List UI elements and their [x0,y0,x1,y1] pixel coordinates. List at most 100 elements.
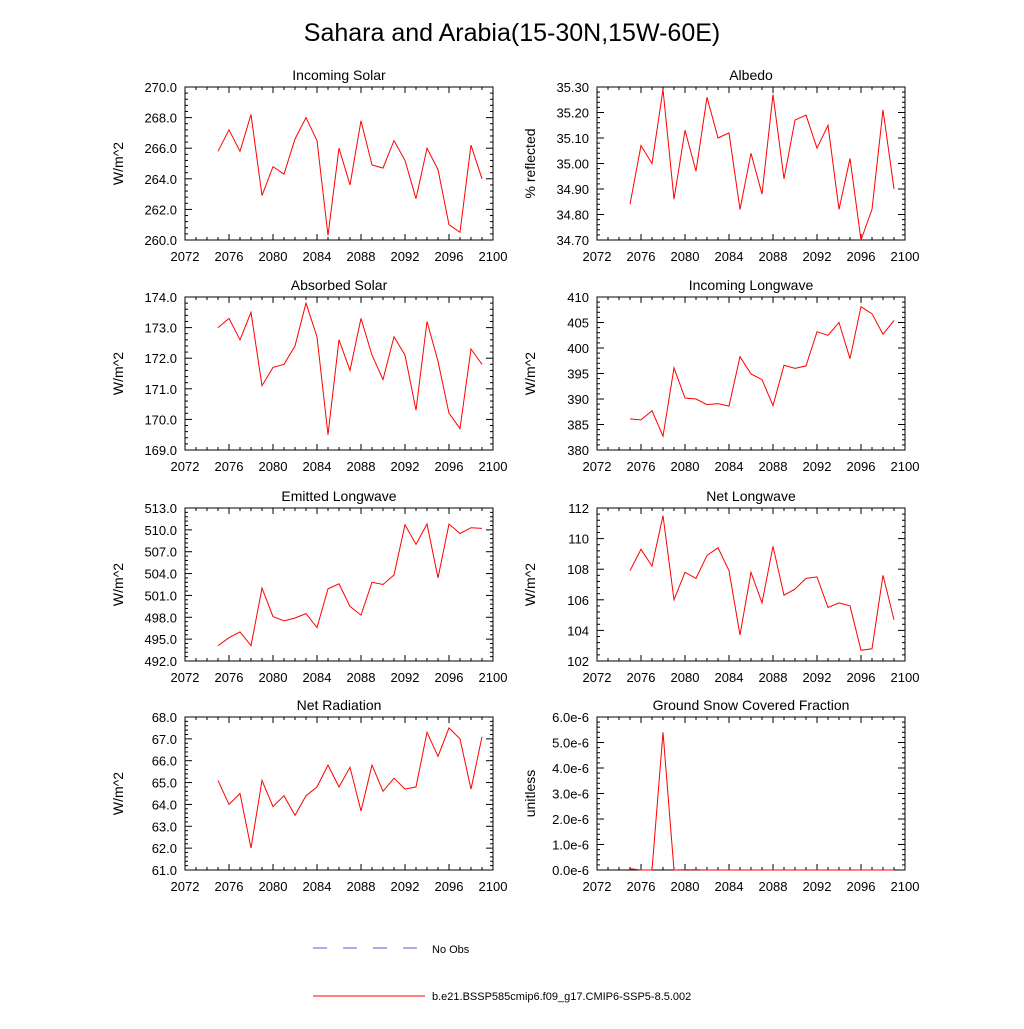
y-tick-label: 108 [567,562,589,577]
y-axis-label: % reflected [522,128,538,198]
y-tick-label: 504.0 [144,567,177,582]
y-tick-label: 102 [567,654,589,669]
panel-title: Ground Snow Covered Fraction [653,697,850,713]
y-tick-label: 170.0 [144,412,177,427]
y-tick-label: 106 [567,593,589,608]
x-tick-label: 2076 [215,670,244,685]
y-tick-label: 34.90 [556,182,589,197]
y-tick-label: 405 [567,316,589,331]
x-tick-label: 2080 [671,459,700,474]
y-tick-label: 390 [567,392,589,407]
x-tick-label: 2084 [715,670,744,685]
x-tick-label: 2096 [435,249,464,264]
x-tick-label: 2072 [583,879,612,894]
x-tick-label: 2100 [891,670,920,685]
panel-title: Incoming Solar [292,67,386,83]
y-tick-label: 264.0 [144,172,177,187]
x-tick-label: 2072 [171,249,200,264]
y-tick-label: 270.0 [144,80,177,95]
x-tick-label: 2092 [803,249,832,264]
panel-title: Net Radiation [297,697,382,713]
y-tick-label: 171.0 [144,382,177,397]
y-tick-label: 65.0 [152,776,177,791]
panel-grid: Incoming Solar W/m^2 2072 2076 2080 2084 2088 2… [110,67,919,894]
panel-title: Albedo [729,67,773,83]
figure-title: Sahara and Arabia(15-30N,15W-60E) [304,19,720,47]
panel-ground-snow-covered-fraction: Ground Snow Covered Fraction unitless 2072… [522,697,919,894]
y-tick-label: 6.0e-6 [552,710,589,725]
x-tick-label: 2072 [583,249,612,264]
y-tick-label: 5.0e-6 [552,736,589,751]
x-tick-label: 2096 [847,459,876,474]
y-tick-label: 61.0 [152,863,177,878]
x-tick-label: 2100 [891,459,920,474]
panel-absorbed-solar: Absorbed Solar W/m^2 2072 2076 2080 2084 2088 2… [110,277,507,474]
x-tick-label: 2076 [627,670,656,685]
x-tick-label: 2076 [215,249,244,264]
panel-albedo: Albedo % reflected 2072 2076 2080 2084 2088 209… [522,67,919,264]
y-axis-label: W/m^2 [110,142,126,185]
legend-label-model: b.e21.BSSP585cmip6.f09_g17.CMIP6-SSP5-8.… [432,991,691,1003]
panel-title: Absorbed Solar [291,277,388,293]
x-tick-label: 2100 [479,459,508,474]
y-tick-label: 172.0 [144,351,177,366]
y-tick-label: 35.00 [556,157,589,172]
y-tick-label: 268.0 [144,111,177,126]
x-tick-label: 2072 [171,670,200,685]
y-tick-label: 35.20 [556,106,589,121]
y-tick-label: 262.0 [144,202,177,217]
x-tick-label: 2084 [303,670,332,685]
x-tick-label: 2072 [583,459,612,474]
y-tick-label: 380 [567,443,589,458]
y-tick-label: 395 [567,367,589,382]
x-tick-label: 2072 [171,879,200,894]
y-tick-label: 63.0 [152,819,177,834]
x-tick-label: 2100 [891,879,920,894]
y-axis-label: W/m^2 [110,563,126,606]
series-line-net-radiation [217,727,483,849]
series-line-incoming-solar [217,114,483,236]
x-tick-label: 2088 [347,670,376,685]
x-tick-label: 2088 [759,879,788,894]
x-tick-label: 2092 [391,879,420,894]
plot-frame [184,716,494,871]
x-tick-label: 2100 [479,249,508,264]
plot-frame [184,86,494,241]
y-tick-label: 4.0e-6 [552,761,589,776]
y-tick-label: 2.0e-6 [552,812,589,827]
series-line-net-longwave [629,515,895,651]
y-axis-label: W/m^2 [522,563,538,606]
y-tick-label: 67.0 [152,732,177,747]
x-tick-label: 2076 [215,879,244,894]
y-axis-label: W/m^2 [522,352,538,395]
y-tick-label: 110 [568,532,589,547]
x-tick-label: 2092 [803,670,832,685]
x-tick-label: 2084 [715,459,744,474]
x-tick-label: 2080 [671,670,700,685]
x-tick-label: 2076 [627,459,656,474]
legend-label-no-obs: No Obs [432,944,470,956]
panel-title: Emitted Longwave [281,488,396,504]
x-tick-label: 2088 [759,249,788,264]
y-tick-label: 34.80 [556,208,589,223]
y-tick-label: 34.70 [556,233,589,248]
x-tick-label: 2096 [435,459,464,474]
plot-frame [596,716,906,871]
y-axis-label: unitless [522,770,538,817]
x-tick-label: 2076 [627,249,656,264]
y-tick-label: 64.0 [152,797,177,812]
x-tick-label: 2084 [303,879,332,894]
panel-net-longwave: Net Longwave W/m^2 2072 2076 2080 2084 2088 209… [522,488,919,685]
y-tick-label: 68.0 [152,710,177,725]
y-tick-label: 495.0 [144,632,177,647]
x-tick-label: 2080 [259,459,288,474]
x-tick-label: 2072 [171,459,200,474]
plot-frame [596,507,906,662]
x-tick-label: 2088 [347,459,376,474]
y-tick-label: 62.0 [152,841,177,856]
x-tick-label: 2084 [715,249,744,264]
y-tick-label: 385 [567,418,589,433]
y-tick-label: 169.0 [144,443,177,458]
